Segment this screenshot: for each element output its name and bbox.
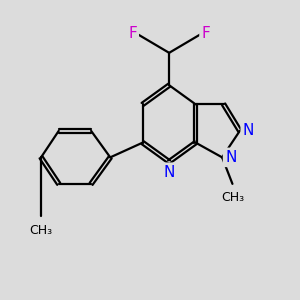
Text: F: F bbox=[202, 26, 210, 41]
Text: N: N bbox=[225, 150, 236, 165]
Text: F: F bbox=[128, 26, 137, 41]
Text: CH₃: CH₃ bbox=[29, 224, 52, 237]
Text: N: N bbox=[243, 123, 254, 138]
Text: CH₃: CH₃ bbox=[221, 191, 244, 204]
Text: N: N bbox=[164, 165, 175, 180]
